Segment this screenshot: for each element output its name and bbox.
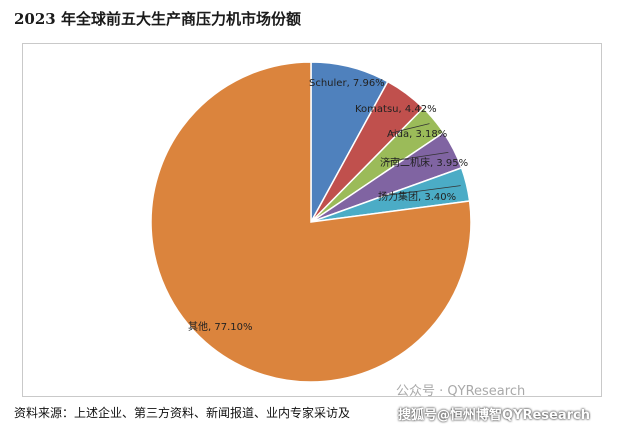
slice-label-4: 扬力集团, 3.40% [378,190,456,203]
pie-slice-5 [150,61,472,383]
watermark-overlay: 搜狐号@恒州博智QYResearch [398,408,590,423]
source-note: 资料来源：上述企业、第三方资料、新闻报道、业内专家采访及 [14,406,351,420]
slice-label-3: 济南二机床, 3.95% [380,156,468,169]
slice-label-1: Komatsu, 4.42% [355,104,437,115]
slice-label-5: 其他, 77.10% [188,320,253,333]
watermark: 公众号 · QYResearch [396,384,526,399]
leader-line-2 [390,123,430,134]
pie-slices [150,61,472,383]
chart-area: Schuler, 7.96% Komatsu, 4.42% Aida, 3.18% 济… [22,43,602,397]
slice-label-0: Schuler, 7.96% [309,78,385,89]
pie-chart: Schuler, 7.96% Komatsu, 4.42% Aida, 3.18% 济… [150,61,472,383]
slice-labels: Schuler, 7.96% Komatsu, 4.42% Aida, 3.18% 济… [188,78,468,333]
leader-line-3 [383,151,449,163]
leader-lines [381,123,461,197]
chart-title: 2023 年全球前五大生产商压力机市场份额 [14,10,301,28]
leader-line-4 [381,185,461,197]
slice-label-2: Aida, 3.18% [387,129,447,140]
